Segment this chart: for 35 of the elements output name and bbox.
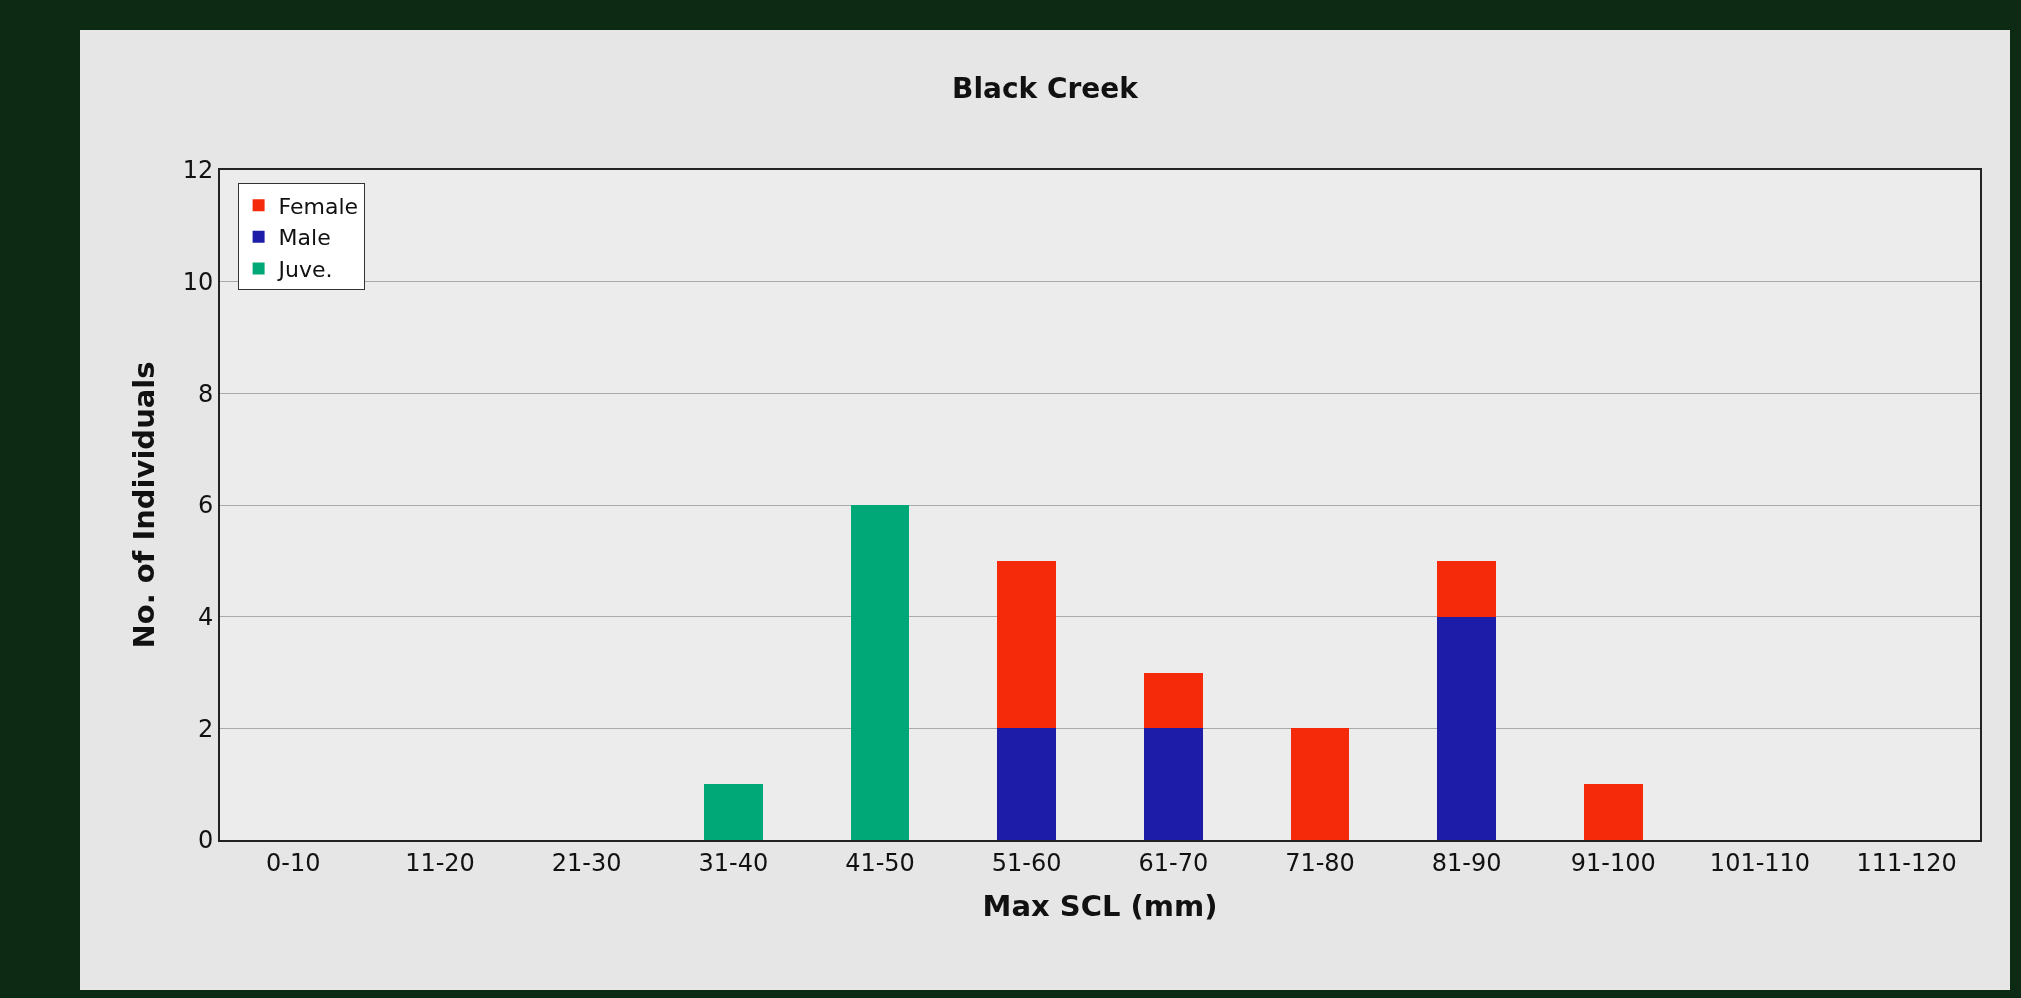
x-tick-label: 111-120: [1856, 848, 1957, 877]
bar: [1144, 728, 1203, 840]
bar: [997, 728, 1056, 840]
x-tick-label: 0-10: [266, 848, 321, 877]
y-axis-title: No. of Individuals: [126, 361, 161, 649]
chart-title: Black Creek: [952, 71, 1140, 105]
x-tick-label: 91-100: [1570, 848, 1656, 877]
x-tick-label: 21-30: [551, 848, 622, 877]
y-tick-label: 4: [197, 603, 214, 632]
bar: [704, 784, 763, 840]
bar: [850, 505, 910, 840]
y-tick-label: 6: [197, 491, 214, 520]
y-tick-label: 0: [197, 826, 214, 855]
bar: [1584, 784, 1643, 840]
bar: [997, 560, 1056, 729]
bar: [1437, 616, 1496, 840]
legend-label: Juve.: [276, 256, 333, 282]
x-tick-label: 101-110: [1709, 848, 1811, 877]
x-tick-label: 71-80: [1285, 848, 1355, 877]
y-tick-label: 2: [197, 714, 214, 743]
legend-label: Male: [278, 225, 331, 251]
x-tick-label: 61-70: [1138, 848, 1209, 877]
legend-label: Female: [278, 193, 359, 219]
bar: [1144, 672, 1203, 729]
bar: [1290, 728, 1350, 840]
x-tick-label: 41-50: [845, 848, 915, 877]
x-tick-label: 81-90: [1431, 848, 1502, 877]
x-tick-label: 11-20: [405, 848, 475, 877]
x-tick-label: 51-60: [991, 848, 1062, 877]
x-axis-title: Max SCL (mm): [982, 889, 1218, 924]
bar: [1437, 560, 1496, 617]
y-tick-label: 12: [182, 156, 214, 185]
x-tick-label: 31-40: [698, 848, 769, 877]
y-tick-label: 10: [182, 268, 214, 297]
y-tick-label: 8: [197, 379, 214, 408]
